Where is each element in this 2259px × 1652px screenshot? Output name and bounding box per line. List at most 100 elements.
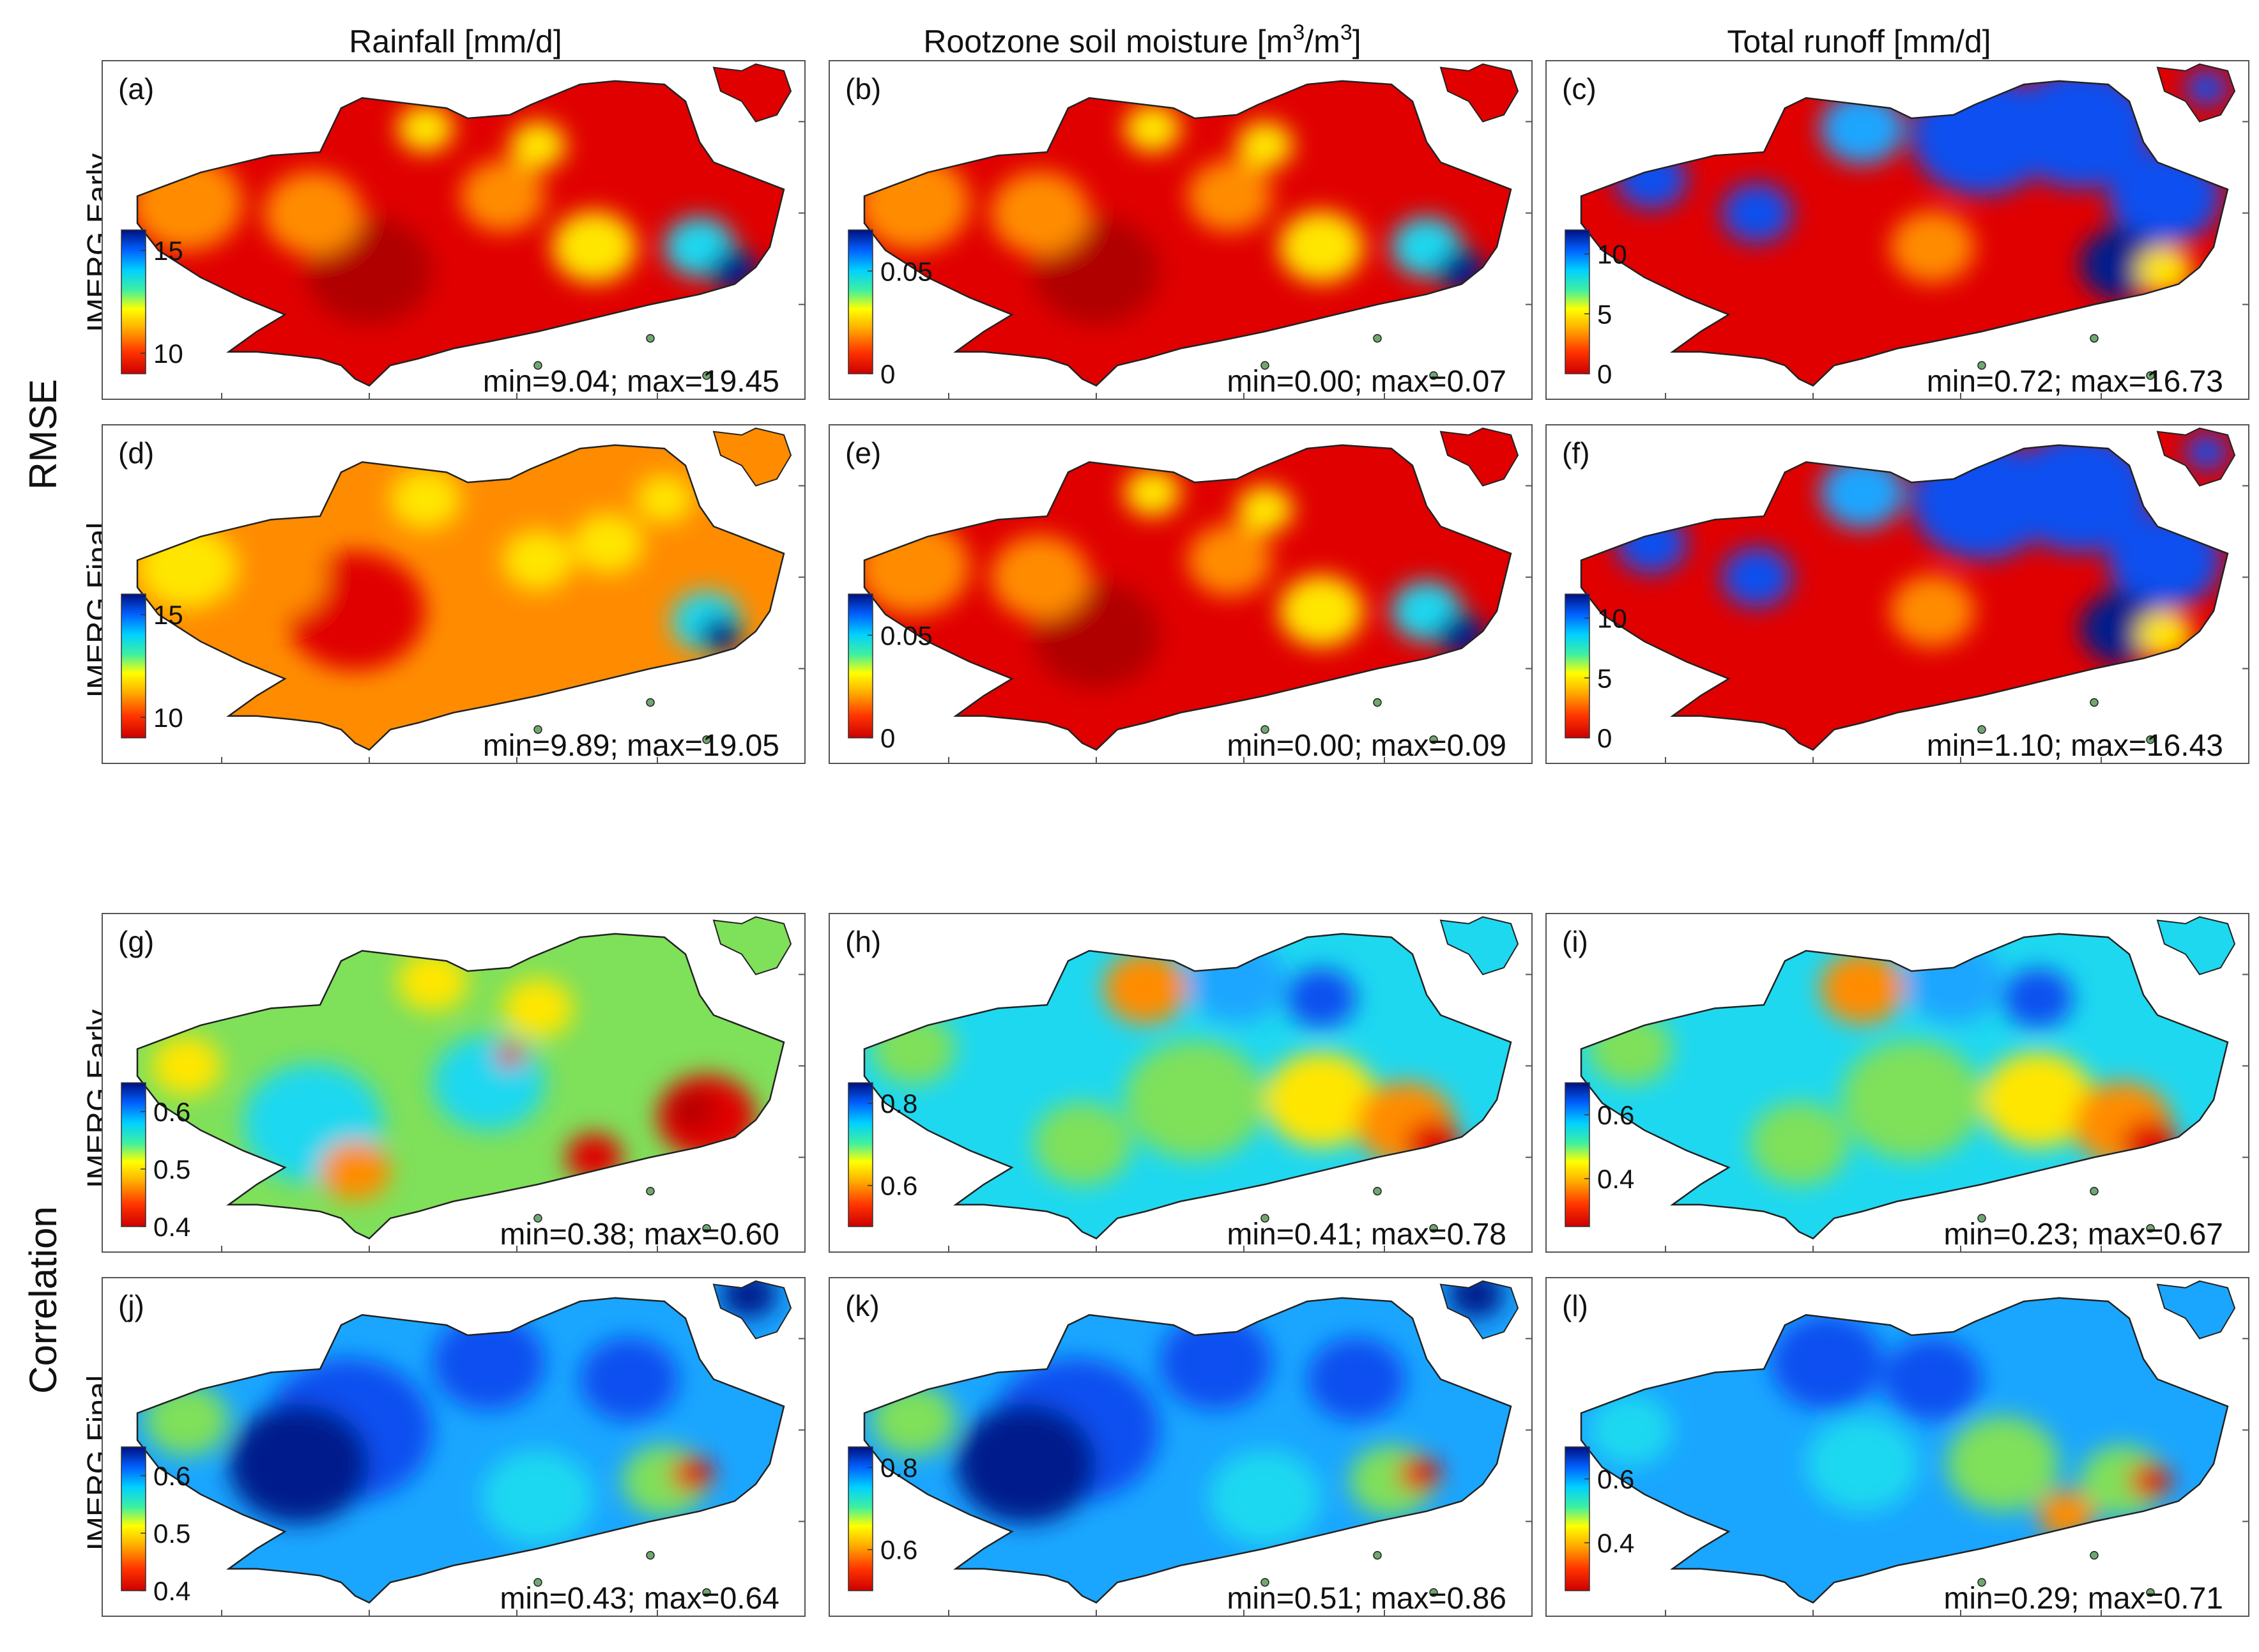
panel-letter: (a) xyxy=(118,72,154,105)
map-panel: (h) 0.8 0.6 min=0.41; max=0.78 xyxy=(829,913,1533,1253)
panel-letter: (h) xyxy=(845,925,881,958)
islet xyxy=(2090,698,2099,707)
field-blobs xyxy=(137,104,760,325)
region-outline xyxy=(1580,80,2229,387)
field-blob xyxy=(1890,575,1975,647)
map-panel: (j) 0.6 0.5 0.4 min=0.43; max=0.64 xyxy=(102,1277,806,1617)
islet xyxy=(646,333,655,343)
map-panel: (c) 10 5 0 min=0.72; max=16.73 xyxy=(1545,60,2249,400)
frame-ticks xyxy=(948,974,1532,1252)
island-outline xyxy=(1439,916,1519,975)
field-blob xyxy=(2186,434,2228,470)
panel-letter: (f) xyxy=(1562,436,1589,470)
frame-ticks xyxy=(1665,485,2249,763)
region-outline xyxy=(863,933,1512,1240)
islet xyxy=(1977,361,1986,370)
region-outline xyxy=(1580,933,2229,1240)
panel-letter: (l) xyxy=(1562,1289,1588,1322)
region-outline xyxy=(136,80,785,387)
colorbar xyxy=(848,229,873,374)
islet xyxy=(1260,361,1269,370)
field-blob xyxy=(671,1456,714,1492)
field-blob xyxy=(433,1035,545,1131)
map-panel: (k) 0.8 0.6 min=0.51; max=0.86 xyxy=(829,1277,1533,1617)
islet xyxy=(2146,371,2155,380)
field-blob xyxy=(1820,456,1904,529)
field-blobs xyxy=(1588,939,2179,1186)
frame-ticks xyxy=(221,974,805,1252)
colorbar-tick-label: 15 xyxy=(153,236,183,266)
field-blob xyxy=(1160,1314,1272,1411)
islet xyxy=(2146,1588,2155,1597)
map-panel: (l) 0.6 0.4 min=0.29; max=0.71 xyxy=(1545,1277,2249,1617)
colorbar-tick-label: 10 xyxy=(1597,604,1627,634)
field-blob xyxy=(2010,432,2150,553)
field-blob xyxy=(1806,1416,1918,1512)
island-outline xyxy=(1439,63,1519,123)
map-panel: (d) 15 10 min=9.89; max=19.05 xyxy=(102,424,806,764)
colorbar-tick-label: 0.6 xyxy=(153,1097,190,1127)
island-outline xyxy=(2156,63,2236,123)
islet xyxy=(1260,725,1269,734)
colorbar xyxy=(1565,1446,1590,1591)
stats-label: min=0.41; max=0.78 xyxy=(1227,1218,1506,1251)
colorbar xyxy=(121,593,146,738)
field-blob xyxy=(1398,1456,1441,1492)
row-group-correlation: Correlation xyxy=(22,1206,65,1393)
field-blob xyxy=(510,121,566,169)
panel-letter: (k) xyxy=(845,1289,880,1322)
field-blob xyxy=(1771,1314,1883,1411)
islet xyxy=(1373,1550,1382,1560)
field-blob xyxy=(1286,968,1356,1029)
islet xyxy=(2090,1186,2099,1196)
colorbar-tick-label: 0.8 xyxy=(880,1453,917,1483)
frame-ticks xyxy=(1665,974,2249,1252)
field-blob xyxy=(229,1404,369,1524)
colorbar xyxy=(121,1446,146,1591)
panels: (a) 15 10 min=9.04; max=19.45 (b) 0.05 0 min=0.… xyxy=(102,60,2249,1617)
colorbar-tick-label: 0.4 xyxy=(1597,1528,1634,1558)
islet xyxy=(1429,371,1438,380)
region-outline xyxy=(136,933,785,1240)
field-blob xyxy=(1209,1449,1321,1546)
colorbar-tick-label: 0.6 xyxy=(880,1171,917,1201)
field-blob xyxy=(1588,1394,1673,1466)
region-outline xyxy=(863,80,1512,387)
colorbar-tick-label: 0 xyxy=(880,723,895,753)
colorbar xyxy=(848,1082,873,1227)
field-blob xyxy=(397,104,454,153)
colorbar-tick-label: 0.8 xyxy=(880,1089,917,1119)
region-outline xyxy=(1580,1297,2229,1604)
islet xyxy=(1373,698,1382,707)
colorbar xyxy=(1565,593,1590,738)
col-title-runoff: Total runoff [mm/d] xyxy=(1727,24,1991,59)
field-blob xyxy=(1722,547,1792,608)
field-blob xyxy=(2186,70,2228,106)
island-outline xyxy=(712,427,792,487)
field-blob xyxy=(1188,160,1272,233)
islet xyxy=(2146,735,2155,744)
map-panel: (e) 0.05 0 min=0.00; max=0.09 xyxy=(829,424,1533,764)
col-title-soil-moisture: Rootzone soil moisture [m3/m3] xyxy=(923,20,1361,59)
map-panel: (b) 0.05 0 min=0.00; max=0.07 xyxy=(829,60,1533,400)
field-blob xyxy=(1982,1052,2094,1148)
islet xyxy=(702,1224,711,1233)
field-blob xyxy=(2129,1462,2171,1499)
islet xyxy=(1373,1186,1382,1196)
colorbar-tick-label: 0.4 xyxy=(153,1212,190,1242)
column-titles: Rainfall [mm/d] Rootzone soil moisture [… xyxy=(349,20,1991,59)
islet xyxy=(2146,1224,2155,1233)
colorbar-tick-label: 0.4 xyxy=(153,1576,190,1606)
frame-ticks xyxy=(221,121,805,399)
map-panel: (f) 10 5 0 min=1.10; max=16.43 xyxy=(1545,424,2249,764)
field-blob xyxy=(1722,183,1792,243)
field-blob xyxy=(433,1314,545,1411)
field-blob xyxy=(1279,575,1363,647)
field-blob xyxy=(1279,211,1363,283)
frame-ticks xyxy=(948,485,1532,763)
island-outline xyxy=(2156,916,2236,975)
field-blob xyxy=(503,978,573,1039)
colorbar-tick-label: 10 xyxy=(1597,240,1627,270)
stats-label: min=0.00; max=0.07 xyxy=(1227,365,1506,399)
island-outline xyxy=(2156,1280,2236,1340)
